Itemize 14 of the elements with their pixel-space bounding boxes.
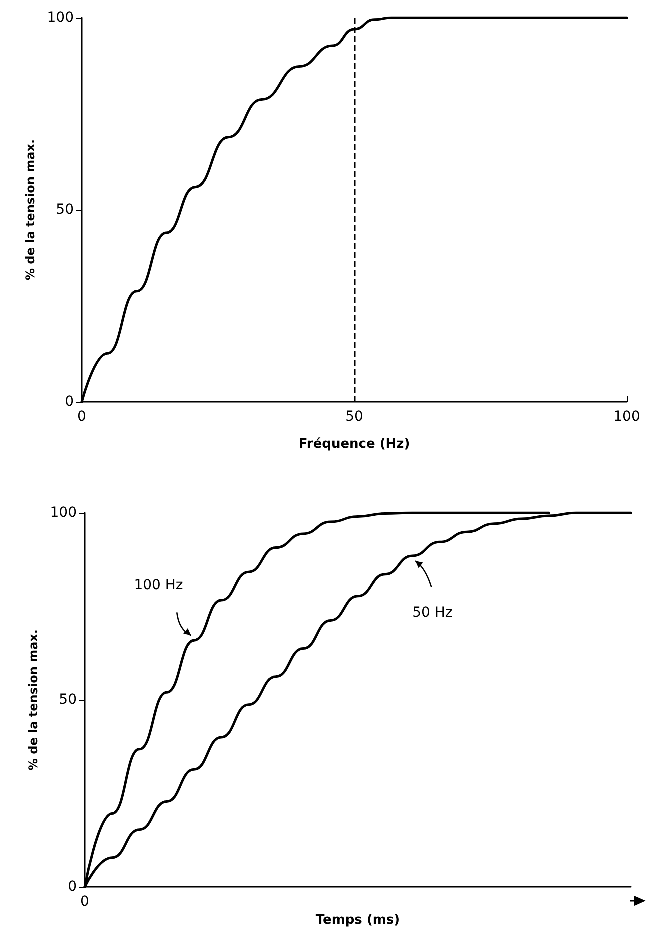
category-label: 0 <box>80 894 90 910</box>
x-axis-title: Fréquence (Hz) <box>298 437 410 452</box>
y-tick-label: 100 <box>47 10 74 26</box>
x-tick-label: 50 <box>346 409 364 425</box>
y-tick-label: 0 <box>65 394 74 410</box>
y-tick-label: 100 <box>50 505 77 521</box>
y-tick-label: 50 <box>56 202 74 218</box>
y-tick-label: 50 <box>59 692 77 708</box>
text: 50 Hz <box>412 605 453 622</box>
x-axis-title: Temps (ms) <box>316 913 400 928</box>
y-axis-title: % de la tension max. <box>23 139 38 281</box>
y-axis-title: % de la tension max. <box>26 630 40 771</box>
x-tick-label: 100 <box>614 409 640 425</box>
text: 100 Hz <box>134 578 184 594</box>
